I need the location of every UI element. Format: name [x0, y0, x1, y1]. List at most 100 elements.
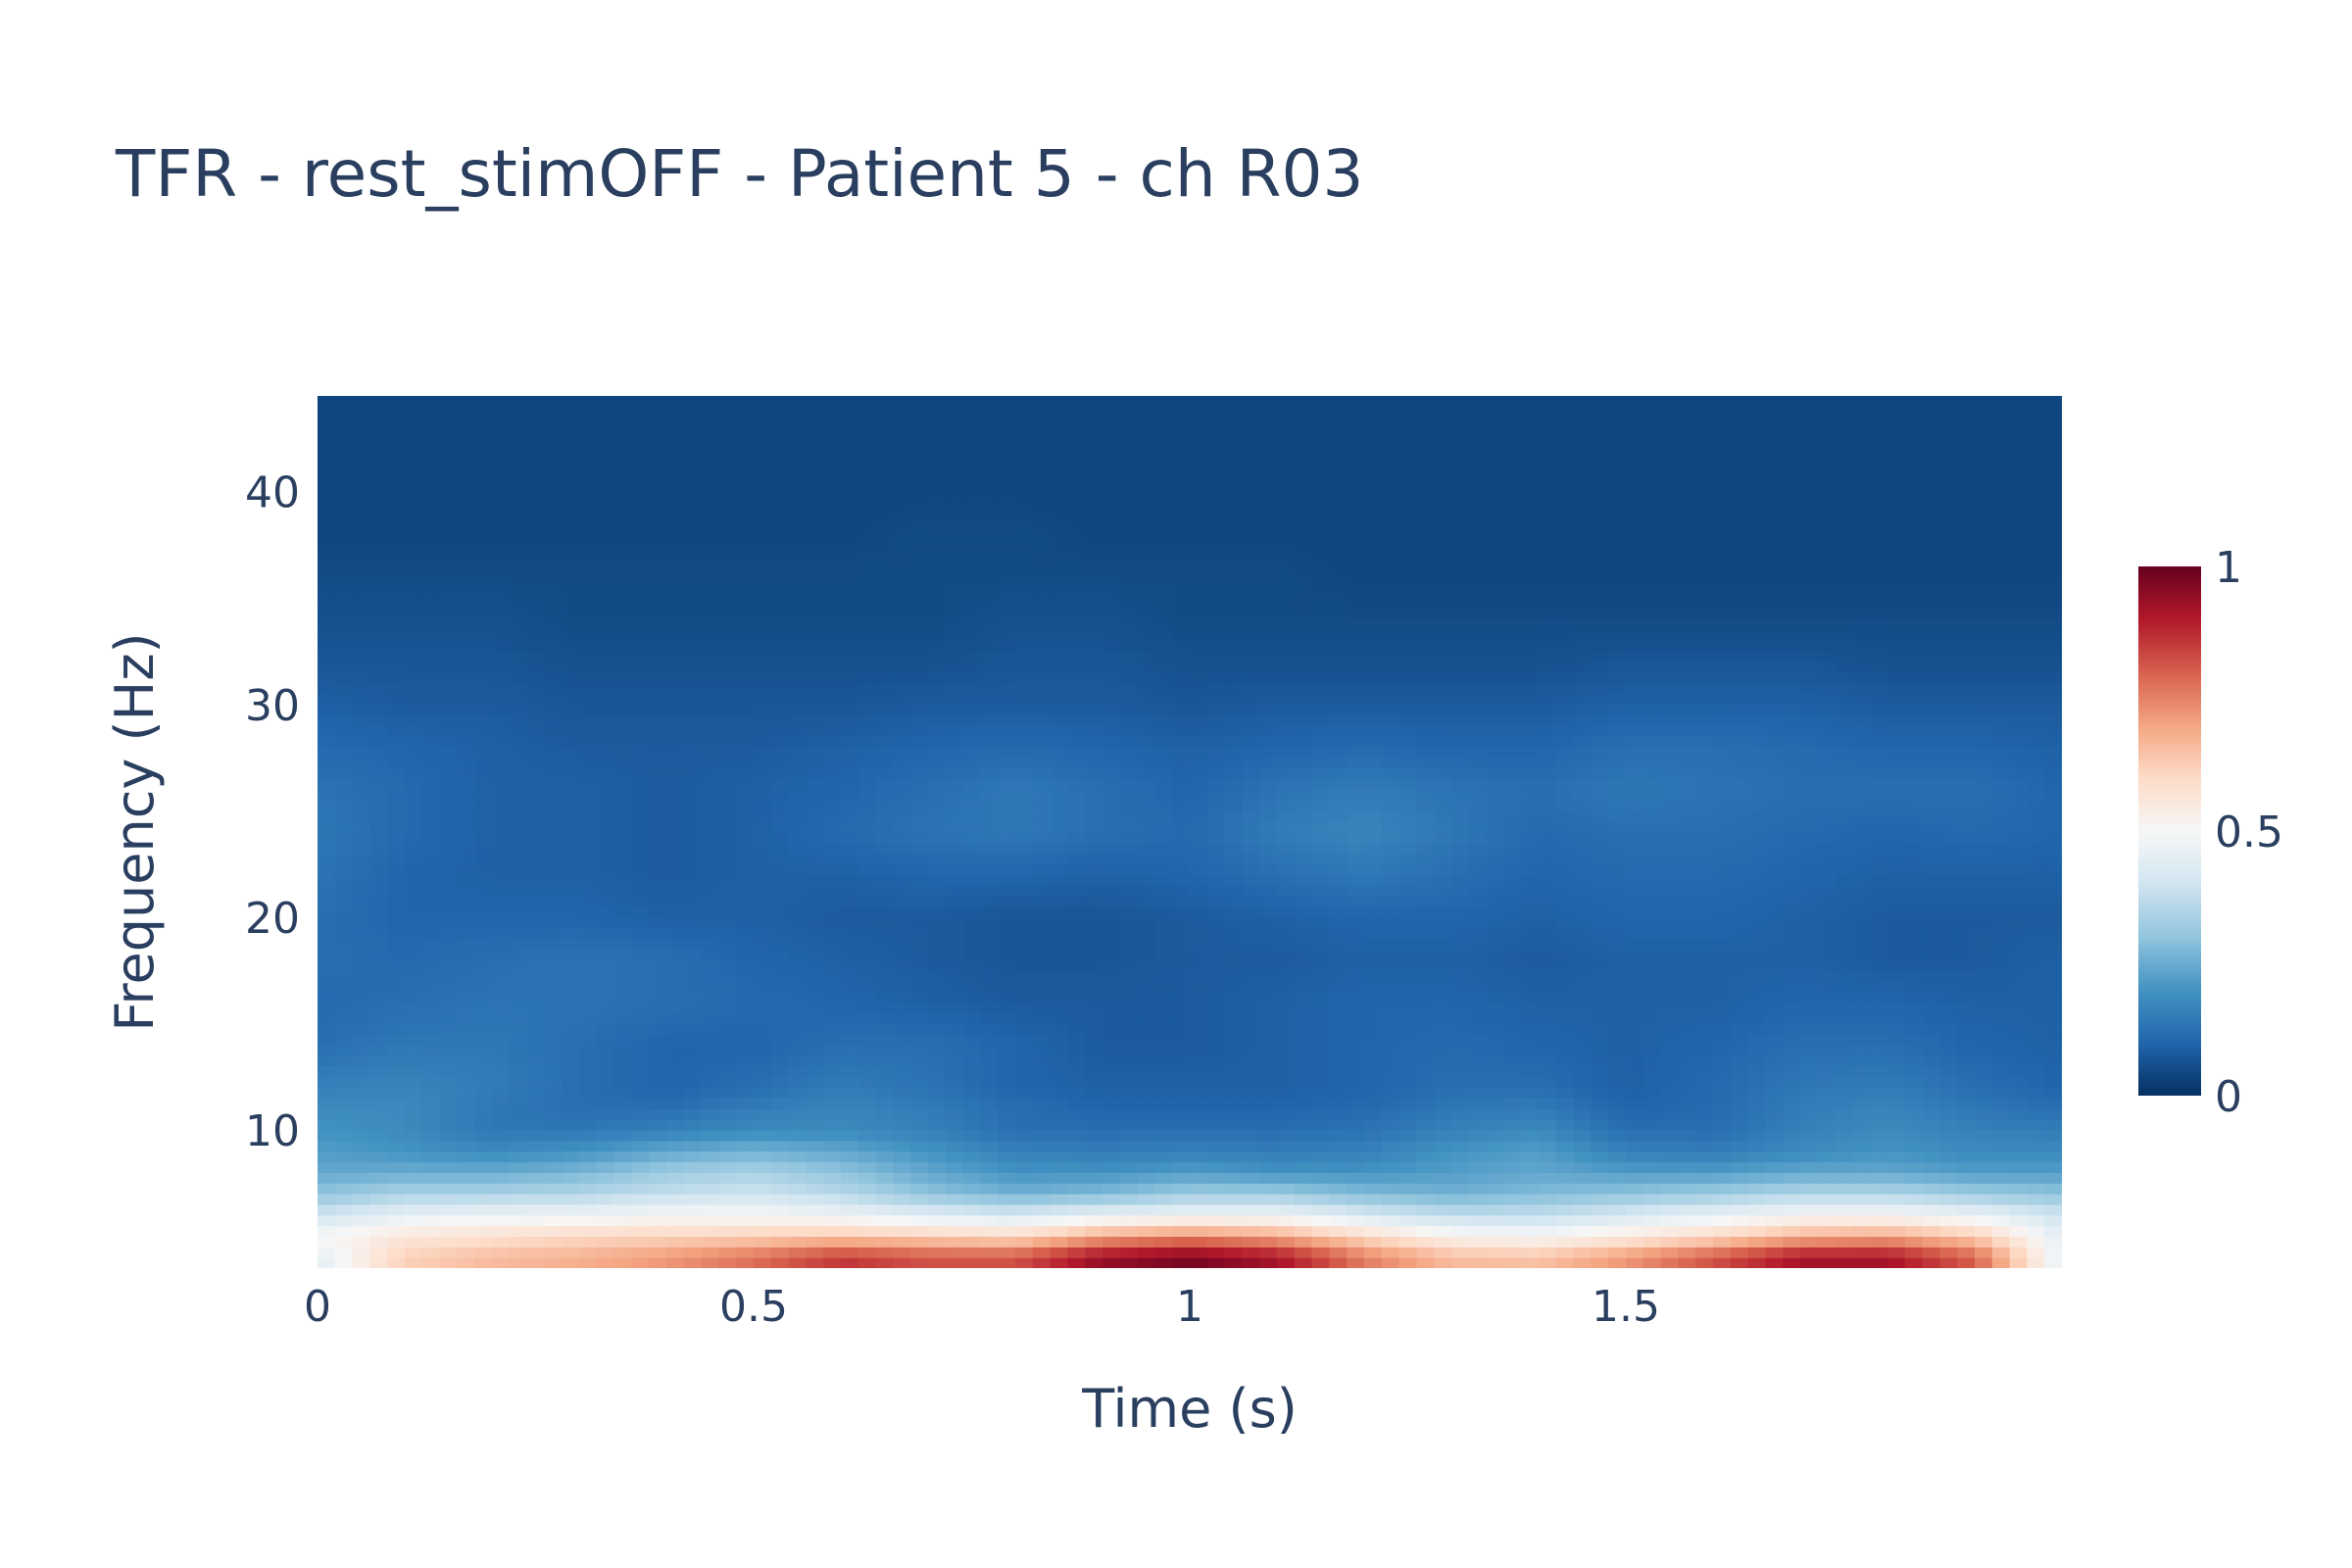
heatmap-cell — [562, 916, 580, 929]
heatmap-cell — [526, 1183, 545, 1195]
heatmap-cell — [945, 736, 964, 748]
heatmap-cell — [1137, 980, 1155, 993]
heatmap-cell — [1870, 949, 1888, 960]
heatmap-cell — [1468, 1183, 1488, 1195]
heatmap-cell — [1608, 1054, 1627, 1067]
heatmap-cell — [1521, 949, 1540, 960]
heatmap-cell — [1137, 832, 1155, 844]
heatmap-cell — [980, 1034, 999, 1046]
heatmap-cell — [421, 949, 441, 960]
heatmap-cell — [823, 758, 842, 769]
heatmap-cell — [928, 927, 947, 940]
heatmap-cell — [1172, 1247, 1191, 1258]
heatmap-cell — [421, 800, 441, 811]
heatmap-cell — [631, 1183, 650, 1195]
heatmap-cell — [1329, 747, 1348, 759]
heatmap-cell — [631, 885, 650, 897]
heatmap-cell — [649, 916, 667, 929]
heatmap-cell — [439, 1247, 458, 1258]
heatmap-cell — [421, 1098, 441, 1109]
heatmap-cell — [945, 1203, 964, 1216]
heatmap-cell — [579, 1225, 598, 1238]
heatmap-cell — [1364, 767, 1383, 780]
heatmap-cell — [945, 1119, 964, 1131]
heatmap-cell — [1364, 927, 1383, 940]
heatmap-cell — [841, 1098, 859, 1109]
heatmap-cell — [526, 916, 545, 929]
heatmap-cell — [1347, 1236, 1365, 1248]
heatmap-cell — [369, 810, 388, 822]
heatmap-cell — [1486, 1161, 1504, 1173]
heatmap-cell — [1137, 1214, 1155, 1227]
heatmap-cell — [910, 1247, 929, 1258]
heatmap-cell — [405, 821, 423, 833]
heatmap-cell — [631, 916, 650, 929]
heatmap-cell — [1555, 1098, 1575, 1109]
heatmap-cell — [893, 1002, 911, 1014]
heatmap-cell — [1206, 906, 1226, 918]
heatmap-cell — [631, 1023, 650, 1035]
heatmap-cell — [613, 863, 632, 876]
heatmap-cell — [1347, 821, 1365, 833]
heatmap-cell — [1277, 747, 1296, 759]
heatmap-cell — [1416, 1129, 1435, 1142]
heatmap-cell — [1608, 927, 1627, 940]
heatmap-cell — [998, 1161, 1016, 1173]
heatmap-cell — [1206, 1045, 1226, 1056]
heatmap-cell — [596, 1129, 615, 1142]
heatmap-cell — [875, 1034, 894, 1046]
heatmap-cell — [1259, 906, 1278, 918]
heatmap-cell — [928, 991, 947, 1004]
heatmap-cell — [334, 778, 354, 791]
heatmap-cell — [841, 1247, 859, 1258]
heatmap-cell — [352, 1257, 370, 1268]
heatmap-cell — [1678, 885, 1696, 897]
heatmap-cell — [1416, 1183, 1435, 1195]
heatmap-cell — [1451, 1236, 1470, 1248]
heatmap-cell — [1939, 1034, 1958, 1046]
heatmap-cell — [718, 1108, 737, 1120]
heatmap-cell — [1364, 916, 1383, 929]
heatmap-cell — [613, 832, 632, 844]
heatmap-cell — [1067, 1002, 1086, 1014]
heatmap-cell — [1800, 1236, 1819, 1248]
heatmap-cell — [1206, 800, 1226, 811]
heatmap-cell — [858, 1034, 877, 1046]
heatmap-cell — [1591, 800, 1609, 811]
heatmap-cell — [1660, 938, 1679, 950]
heatmap-cell — [1381, 1054, 1400, 1067]
heatmap-cell — [1154, 810, 1173, 822]
heatmap-cell — [1503, 874, 1522, 886]
heatmap-cell — [439, 1087, 458, 1099]
heatmap-cell — [1678, 821, 1696, 833]
heatmap-cell — [457, 1012, 475, 1024]
heatmap-cell — [1521, 842, 1540, 855]
heatmap-cell — [2027, 959, 2045, 971]
heatmap-cell — [1416, 736, 1435, 748]
heatmap-cell — [998, 1054, 1016, 1067]
heatmap-cell — [1765, 789, 1784, 802]
heatmap-cell — [666, 1225, 685, 1238]
heatmap-cell — [318, 980, 336, 993]
heatmap-cell — [405, 1012, 423, 1024]
heatmap-cell — [1277, 832, 1296, 844]
heatmap-cell — [718, 778, 737, 791]
heatmap-cell — [1713, 949, 1732, 960]
heatmap-cell — [875, 1076, 894, 1089]
heatmap-cell — [474, 1065, 493, 1078]
heatmap-cell — [544, 1140, 563, 1152]
heatmap-cell — [1573, 1098, 1592, 1109]
heatmap-cell — [1765, 1203, 1784, 1216]
heatmap-cell — [1870, 853, 1888, 865]
heatmap-cell — [770, 1236, 790, 1248]
heatmap-cell — [1294, 970, 1313, 982]
heatmap-cell — [1591, 896, 1609, 907]
heatmap-cell — [980, 747, 999, 759]
heatmap-cell — [1259, 1065, 1278, 1078]
heatmap-cell — [579, 916, 598, 929]
heatmap-cell — [1991, 863, 2011, 876]
heatmap-cell — [910, 1129, 929, 1142]
heatmap-cell — [1503, 927, 1522, 940]
heatmap-cell — [1468, 789, 1488, 802]
heatmap-cell — [562, 1023, 580, 1035]
